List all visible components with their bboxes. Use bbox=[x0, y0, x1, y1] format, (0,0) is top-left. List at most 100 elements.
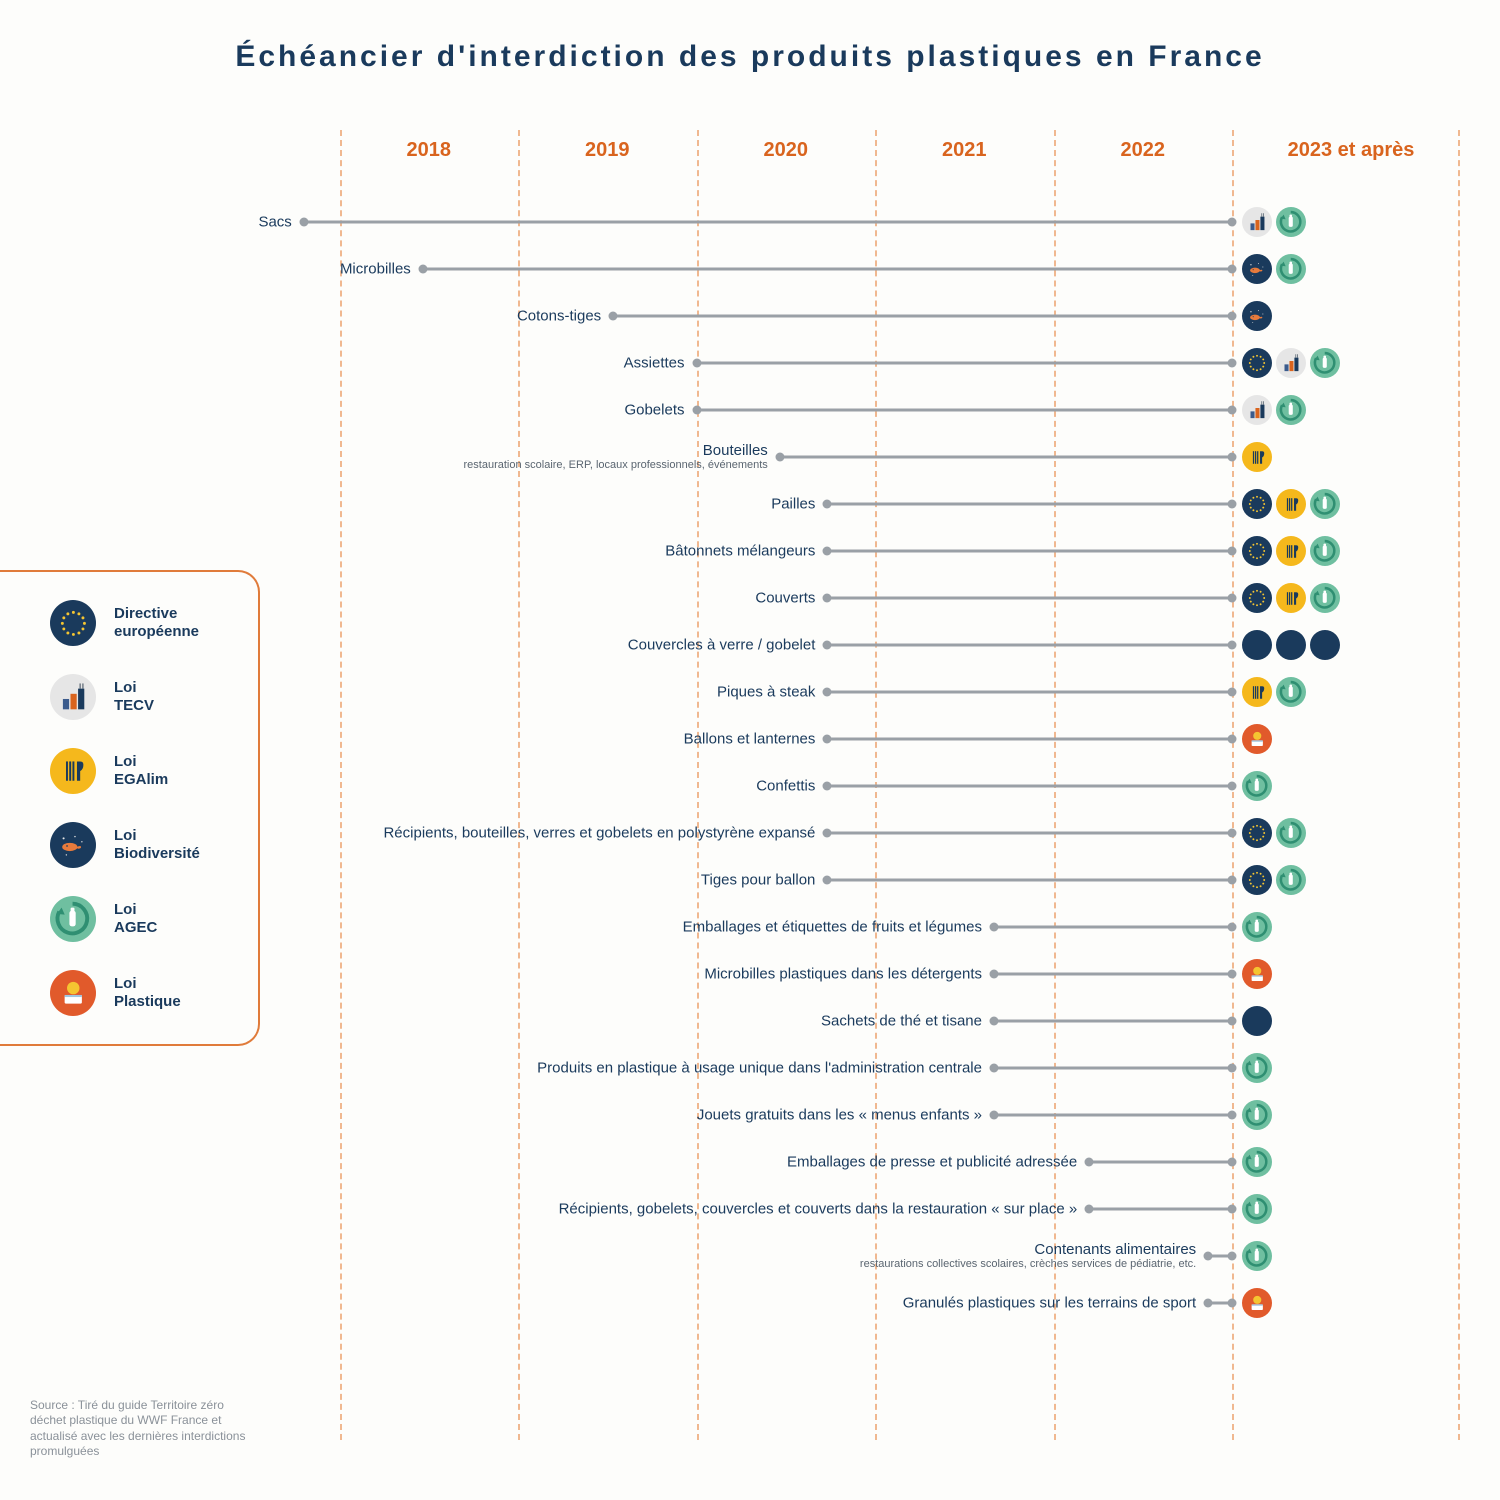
year-header: 2018 bbox=[340, 130, 519, 170]
bar-start-dot bbox=[823, 594, 832, 603]
timeline-bar bbox=[1089, 1161, 1232, 1164]
source-text: Source : Tiré du guide Territoire zéro d… bbox=[30, 1398, 260, 1460]
agec-icon bbox=[1242, 1147, 1272, 1177]
bar-start-dot bbox=[990, 1017, 999, 1026]
bar-start-dot bbox=[1204, 1252, 1213, 1261]
bar-end-dot bbox=[1228, 312, 1237, 321]
plastique-icon bbox=[1242, 1288, 1272, 1318]
bar-start-dot bbox=[990, 923, 999, 932]
timeline-bar bbox=[304, 221, 1232, 224]
row-label: Produits en plastique à usage unique dan… bbox=[537, 1059, 994, 1076]
bar-end-dot bbox=[1228, 594, 1237, 603]
timeline-row: Assiettes bbox=[280, 341, 1470, 385]
year-header: 2021 bbox=[875, 130, 1054, 170]
agec-icon bbox=[1242, 1194, 1272, 1224]
timeline-bar bbox=[423, 268, 1232, 271]
bar-end-dot bbox=[1228, 641, 1237, 650]
bar-end-dot bbox=[1228, 829, 1237, 838]
row-label: Sacs bbox=[258, 213, 303, 230]
legend-label: LoiEGAlim bbox=[114, 753, 168, 789]
row-label: Contenants alimentairesrestaurations col… bbox=[860, 1241, 1208, 1271]
agec-icon bbox=[1242, 1053, 1272, 1083]
legend-label: LoiBiodiversité bbox=[114, 827, 200, 863]
row-icons bbox=[1242, 207, 1306, 237]
timeline-row: Sacs bbox=[280, 200, 1470, 244]
eu-icon bbox=[1242, 818, 1272, 848]
bar-end-dot bbox=[1228, 970, 1237, 979]
row-label: Couvercles à verre / gobelet bbox=[628, 636, 828, 653]
timeline-bar bbox=[827, 785, 1232, 788]
agec-icon bbox=[1276, 395, 1306, 425]
bar-end-dot bbox=[1228, 1158, 1237, 1167]
year-header: 2023 et après bbox=[1232, 130, 1470, 170]
eu-icon bbox=[1242, 489, 1272, 519]
bar-end-dot bbox=[1228, 1299, 1237, 1308]
bar-start-dot bbox=[823, 688, 832, 697]
agec-icon bbox=[1310, 489, 1340, 519]
bar-start-dot bbox=[1204, 1299, 1213, 1308]
timeline-bar bbox=[827, 879, 1232, 882]
timeline-row: Emballages et étiquettes de fruits et lé… bbox=[280, 905, 1470, 949]
timeline-row: Bâtonnets mélangeurs bbox=[280, 529, 1470, 573]
row-icons bbox=[1242, 1288, 1272, 1318]
bar-start-dot bbox=[823, 735, 832, 744]
row-icons bbox=[1242, 630, 1340, 660]
timeline-bar bbox=[613, 315, 1232, 318]
legend-label: LoiPlastique bbox=[114, 975, 181, 1011]
agec-icon bbox=[1242, 912, 1272, 942]
dark-icon bbox=[1276, 630, 1306, 660]
timeline-row: Microbilles bbox=[280, 247, 1470, 291]
timeline-row: Microbilles plastiques dans les détergen… bbox=[280, 952, 1470, 996]
timeline-bar bbox=[994, 1067, 1232, 1070]
eu-icon bbox=[1242, 536, 1272, 566]
legend-item-agec: LoiAGEC bbox=[50, 896, 238, 942]
timeline-row: Confettis bbox=[280, 764, 1470, 808]
row-icons bbox=[1242, 442, 1272, 472]
egalim-icon bbox=[1242, 677, 1272, 707]
timeline-row: Jouets gratuits dans les « menus enfants… bbox=[280, 1093, 1470, 1137]
eu-icon bbox=[50, 600, 96, 646]
row-label: Emballages et étiquettes de fruits et lé… bbox=[683, 918, 994, 935]
eu-icon bbox=[1242, 865, 1272, 895]
legend-item-plastique: LoiPlastique bbox=[50, 970, 238, 1016]
timeline-row: Récipients, gobelets, couvercles et couv… bbox=[280, 1187, 1470, 1231]
agec-icon bbox=[1310, 583, 1340, 613]
row-icons bbox=[1242, 395, 1306, 425]
agec-icon bbox=[1310, 348, 1340, 378]
timeline-bar bbox=[994, 973, 1232, 976]
timeline-row: Couverts bbox=[280, 576, 1470, 620]
bar-end-dot bbox=[1228, 1017, 1237, 1026]
egalim-icon bbox=[1276, 536, 1306, 566]
row-icons bbox=[1242, 771, 1272, 801]
dark-icon bbox=[1310, 630, 1340, 660]
timeline-row: Granulés plastiques sur les terrains de … bbox=[280, 1281, 1470, 1325]
timeline-row: Tiges pour ballon bbox=[280, 858, 1470, 902]
timeline-bar bbox=[780, 456, 1232, 459]
bar-start-dot bbox=[823, 829, 832, 838]
bar-start-dot bbox=[990, 1111, 999, 1120]
dark-icon bbox=[1242, 1006, 1272, 1036]
timeline-row: Cotons-tiges bbox=[280, 294, 1470, 338]
biodiv-icon bbox=[50, 822, 96, 868]
page-title: Échéancier d'interdiction des produits p… bbox=[30, 40, 1470, 74]
agec-icon bbox=[1276, 818, 1306, 848]
timeline-row: Couvercles à verre / gobelet bbox=[280, 623, 1470, 667]
timeline-row: Piques à steak bbox=[280, 670, 1470, 714]
bar-start-dot bbox=[418, 265, 427, 274]
timeline-row: Ballons et lanternes bbox=[280, 717, 1470, 761]
timeline-row: Bouteillesrestauration scolaire, ERP, lo… bbox=[280, 435, 1470, 479]
agec-icon bbox=[50, 896, 96, 942]
row-label: Pailles bbox=[771, 495, 827, 512]
bar-start-dot bbox=[823, 547, 832, 556]
timeline-bar bbox=[827, 550, 1232, 553]
bar-end-dot bbox=[1228, 265, 1237, 274]
bar-end-dot bbox=[1228, 688, 1237, 697]
row-label: Récipients, gobelets, couvercles et couv… bbox=[559, 1200, 1090, 1217]
year-header: 2019 bbox=[518, 130, 697, 170]
timeline-bar bbox=[827, 644, 1232, 647]
agec-icon bbox=[1276, 677, 1306, 707]
biodiv-icon bbox=[1242, 301, 1272, 331]
row-label: Cotons-tiges bbox=[517, 307, 613, 324]
legend-label: LoiTECV bbox=[114, 679, 154, 715]
bar-start-dot bbox=[692, 406, 701, 415]
